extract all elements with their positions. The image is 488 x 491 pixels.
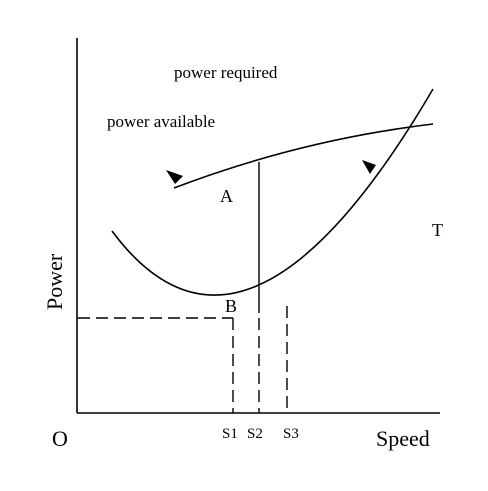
power-required-arrow — [362, 160, 376, 174]
speed-s3-label: S3 — [283, 426, 299, 442]
x-axis-label: Speed — [376, 426, 430, 451]
power-available-curve — [173, 123, 434, 189]
origin-label: O — [52, 426, 68, 451]
power-available-arrow — [166, 170, 183, 184]
speed-s1-label: S1 — [222, 426, 238, 442]
point-b-label: B — [225, 296, 237, 316]
point-a-label: A — [220, 186, 233, 206]
speed-s2-label: S2 — [247, 426, 263, 442]
y-axis-label: Power — [42, 253, 67, 310]
power-required-label: power required — [174, 63, 278, 82]
point-t-label: T — [432, 220, 443, 240]
power-available-label: power available — [107, 112, 215, 131]
